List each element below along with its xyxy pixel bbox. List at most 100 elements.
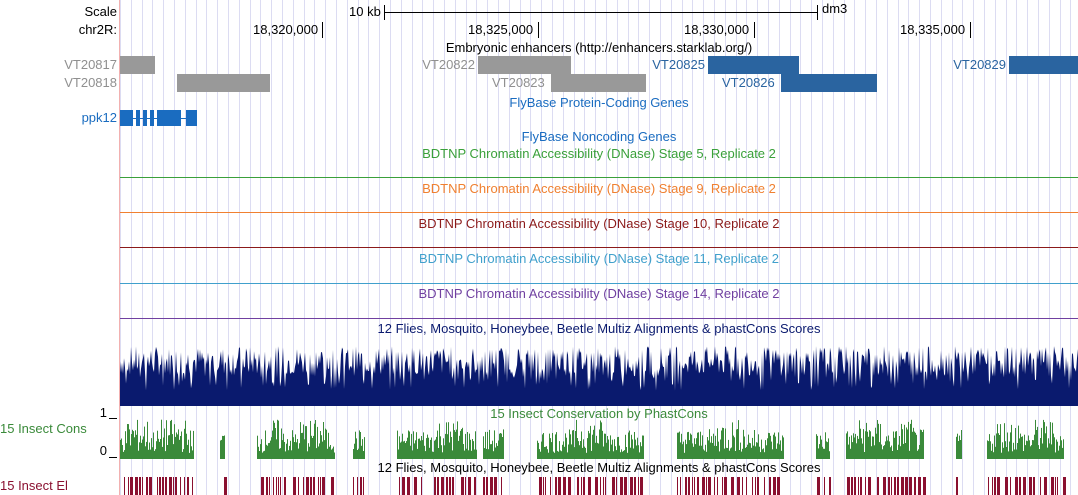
insect-el-label[interactable]: 15 Insect El: [0, 478, 68, 493]
cons-bar: [609, 451, 610, 459]
cons-bar: [484, 448, 485, 459]
cons-bar: [908, 421, 909, 459]
conserved-element: [1019, 477, 1021, 495]
cons-bar: [873, 436, 874, 459]
cons-bar: [1050, 422, 1051, 459]
cons-bar: [501, 433, 502, 459]
enhancer-feature-vt20826[interactable]: [781, 74, 877, 92]
multiz-conservation-plot[interactable]: [120, 338, 1078, 406]
cons-bar: [146, 441, 147, 459]
dnase-stage10-signal[interactable]: [120, 247, 1078, 248]
cons-bar: [443, 438, 444, 459]
gene-exon[interactable]: [120, 110, 133, 126]
conserved-element: [483, 477, 485, 495]
cons-bar: [572, 430, 573, 459]
cons-bar: [1057, 441, 1058, 459]
enhancer-label-vt20817[interactable]: VT20817: [64, 57, 117, 72]
cons-bar: [1031, 445, 1032, 459]
cons-bar: [436, 436, 437, 459]
cons-bar: [599, 429, 600, 459]
dnase-stage9-signal[interactable]: [120, 212, 1078, 213]
conserved-element: [360, 477, 362, 495]
dnase-stage11-signal[interactable]: [120, 283, 1078, 284]
cons-bar: [308, 443, 309, 459]
cons-bar: [724, 448, 725, 459]
conserved-element: [1015, 477, 1018, 495]
insect-cons-label[interactable]: 15 Insect Cons: [0, 421, 87, 436]
enhancer-feature-vt20829[interactable]: [1009, 56, 1078, 74]
cons-bar: [882, 449, 883, 459]
gene-exon[interactable]: [136, 110, 140, 126]
cons-bar: [888, 435, 889, 459]
conserved-element: [169, 477, 172, 495]
enhancer-feature-vt20822[interactable]: [478, 56, 571, 74]
conserved-element: [588, 477, 591, 495]
conserved-element: [284, 477, 286, 495]
cons-bar: [309, 446, 310, 459]
cons-bar: [636, 445, 637, 459]
gene-label-ppk12[interactable]: ppk12: [81, 110, 117, 125]
enhancer-feature-vt20823[interactable]: [551, 74, 646, 92]
cons-bar: [563, 441, 564, 459]
cons-bar: [489, 429, 490, 459]
cons-bar: [585, 447, 586, 459]
cons-bar: [400, 442, 401, 459]
gene-exon[interactable]: [157, 110, 181, 126]
cons-bar: [583, 439, 584, 459]
conserved-element: [539, 477, 542, 495]
cons-bar: [1025, 445, 1026, 459]
insect-el-elements[interactable]: [120, 477, 1078, 495]
dnase-stage14-title: BDTNP Chromatin Accessibility (DNase) St…: [418, 286, 780, 301]
cons-bar: [298, 448, 299, 459]
enhancer-feature-vt20825[interactable]: [708, 56, 799, 74]
cons-bar: [576, 419, 577, 459]
cons-bar: [1014, 449, 1015, 459]
cons-bar: [552, 433, 553, 459]
cons-bar: [598, 443, 599, 459]
conserved-element: [888, 477, 890, 495]
enhancer-label-vt20825[interactable]: VT20825: [652, 57, 705, 72]
conserved-element: [490, 477, 493, 495]
cons-bar: [122, 445, 123, 459]
cons-bar: [315, 420, 316, 459]
enhancer-label-vt20826[interactable]: VT20826: [722, 75, 775, 90]
cons-bar: [577, 438, 578, 459]
insect-cons-plot[interactable]: [120, 418, 1078, 459]
cons-bar: [1055, 452, 1056, 459]
cons-bar: [917, 450, 918, 459]
cons-bar: [551, 442, 552, 459]
cons-bar: [760, 452, 761, 459]
cons-bar: [541, 441, 542, 459]
conserved-element: [773, 477, 776, 495]
gene-exon[interactable]: [186, 110, 197, 126]
conserved-element: [157, 477, 158, 495]
cons-bar: [167, 445, 168, 459]
enhancer-label-vt20829[interactable]: VT20829: [953, 57, 1006, 72]
cons-bar: [470, 439, 471, 459]
enhancer-label-vt20823[interactable]: VT20823: [492, 75, 545, 90]
dnase-stage14-signal[interactable]: [120, 318, 1078, 319]
enhancer-label-vt20818[interactable]: VT20818: [64, 75, 117, 90]
dnase-stage5-signal[interactable]: [120, 177, 1078, 178]
conserved-element: [278, 477, 279, 495]
insect-cons-track-title: 15 Insect Conservation by PhastCons: [490, 406, 708, 421]
cons-bar: [170, 420, 171, 459]
cons-bar: [861, 438, 862, 459]
conserved-element: [142, 477, 143, 495]
conserved-element: [139, 477, 141, 495]
conserved-element: [630, 477, 633, 495]
cons-bar: [752, 437, 753, 459]
enhancer-label-vt20822[interactable]: VT20822: [422, 57, 475, 72]
enhancer-feature-vt20817[interactable]: [120, 56, 155, 74]
cons-bar: [429, 447, 430, 459]
enhancer-feature-vt20818[interactable]: [177, 74, 270, 92]
cons-bar: [862, 443, 863, 459]
cons-bar: [471, 450, 472, 459]
cons-bar: [162, 446, 163, 459]
cons-bar: [581, 431, 582, 459]
cons-bar: [758, 434, 759, 459]
gene-exon[interactable]: [143, 110, 147, 126]
gene-exon[interactable]: [150, 110, 154, 126]
cons-bar: [714, 445, 715, 459]
